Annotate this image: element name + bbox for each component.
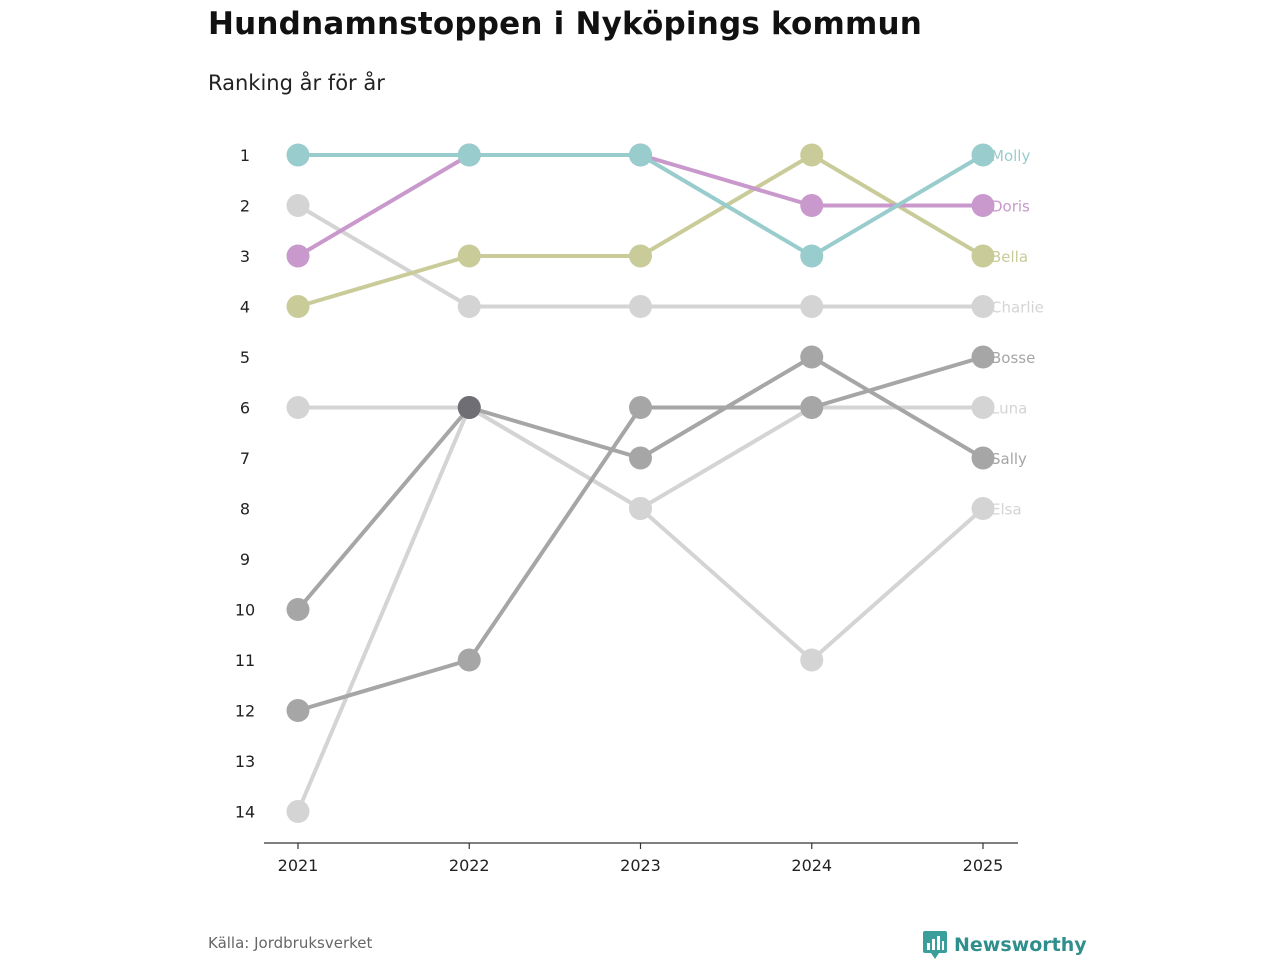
series-point-bosse: [457, 648, 481, 672]
y-tick-label: 6: [240, 399, 250, 418]
series-point-bella: [629, 244, 652, 268]
series-point-bosse: [800, 396, 824, 419]
series-point-bosse: [971, 345, 995, 369]
series-point-molly: [457, 143, 481, 167]
y-tick-label: 14: [235, 803, 255, 822]
series-line-doris: [296, 153, 983, 258]
series-point-elsa: [286, 800, 310, 823]
series-point-bosse: [286, 699, 310, 722]
y-tick-label: 4: [240, 298, 250, 317]
series-point-molly: [286, 143, 310, 167]
series-point-bella: [800, 143, 824, 167]
series-point-bella: [971, 244, 995, 268]
series-point-luna: [286, 396, 310, 419]
series-point-bosse: [629, 396, 652, 419]
series-point-bella: [286, 295, 310, 318]
series-point-sally: [286, 598, 310, 621]
end-label-doris: Doris: [991, 198, 1030, 216]
newsworthy-logo-icon: [923, 931, 947, 959]
source-note: Källa: Jordbruksverket: [208, 934, 373, 952]
series-line-bella: [297, 153, 985, 309]
series-point-doris: [286, 244, 310, 268]
y-tick-label: 11: [235, 651, 255, 670]
series-point-luna: [629, 497, 652, 520]
brand-logo: Newsworthy: [922, 930, 1087, 960]
series-point-sally: [800, 345, 824, 369]
series-point-charlie: [286, 194, 310, 217]
end-label-elsa: Elsa: [991, 501, 1022, 519]
series-point-sally: [971, 446, 995, 470]
series-point-elsa: [800, 648, 824, 672]
end-label-luna: Luna: [991, 400, 1027, 418]
series-point-molly: [800, 244, 824, 268]
y-tick-label: 10: [235, 601, 255, 620]
series-point-charlie: [457, 295, 481, 318]
end-label-bosse: Bosse: [991, 349, 1035, 367]
series-point-charlie: [800, 295, 824, 318]
y-tick-label: 5: [240, 348, 250, 367]
chart-title: Hundnamnstoppen i Nyköpings kommun: [208, 6, 923, 42]
y-tick-label: 7: [240, 449, 250, 468]
y-tick-label: 2: [240, 197, 250, 216]
y-tick-label: 8: [240, 500, 250, 519]
series-point-elsa: [971, 497, 995, 520]
brand-name: Newsworthy: [954, 934, 1087, 956]
series-point-charlie: [629, 295, 652, 318]
chart-subtitle: Ranking år för år: [208, 71, 385, 95]
end-label-sally: Sally: [991, 450, 1027, 468]
x-tick-label: 2025: [963, 856, 1004, 875]
series-point-molly: [629, 143, 652, 167]
series-point-doris: [971, 194, 995, 217]
x-tick-label: 2023: [620, 856, 661, 875]
series-point-bella: [457, 244, 481, 268]
x-tick-label: 2022: [449, 856, 490, 875]
series-point-charlie: [971, 295, 995, 318]
y-tick-label: 13: [235, 752, 255, 771]
end-label-molly: Molly: [991, 147, 1030, 165]
series-point-doris: [800, 194, 824, 217]
x-tick-label: 2024: [791, 856, 832, 875]
y-tick-label: 1: [240, 146, 250, 165]
series-point-luna: [971, 396, 995, 419]
y-tick-label: 12: [235, 702, 255, 721]
y-tick-label: 3: [240, 247, 250, 266]
overlap-point: [457, 396, 481, 419]
end-label-charlie: Charlie: [991, 299, 1044, 317]
y-tick-label: 9: [240, 550, 250, 569]
end-label-bella: Bella: [991, 248, 1028, 266]
x-tick-label: 2021: [278, 856, 319, 875]
series-point-molly: [971, 143, 995, 167]
series-point-sally: [629, 446, 652, 470]
